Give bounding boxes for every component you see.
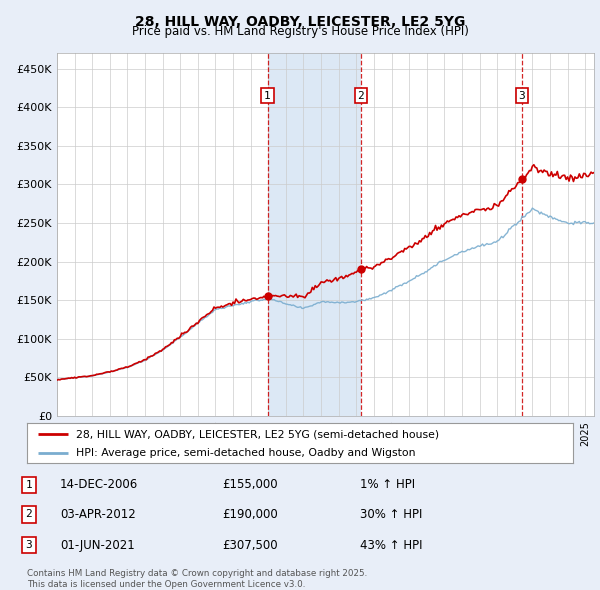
Text: £155,000: £155,000 [222, 478, 278, 491]
Text: 2: 2 [25, 510, 32, 519]
Text: 2: 2 [358, 90, 364, 100]
Text: Price paid vs. HM Land Registry's House Price Index (HPI): Price paid vs. HM Land Registry's House … [131, 25, 469, 38]
Text: 1% ↑ HPI: 1% ↑ HPI [360, 478, 415, 491]
Text: 1: 1 [264, 90, 271, 100]
Text: 3: 3 [518, 90, 526, 100]
Bar [268, 53, 361, 416]
Text: 01-JUN-2021: 01-JUN-2021 [60, 539, 135, 552]
Text: HPI: Average price, semi-detached house, Oadby and Wigston: HPI: Average price, semi-detached house,… [76, 448, 416, 458]
Text: 14-DEC-2006: 14-DEC-2006 [60, 478, 138, 491]
Text: 30% ↑ HPI: 30% ↑ HPI [360, 508, 422, 521]
Text: Contains HM Land Registry data © Crown copyright and database right 2025.
This d: Contains HM Land Registry data © Crown c… [27, 569, 367, 589]
Text: 3: 3 [25, 540, 32, 550]
Text: 28, HILL WAY, OADBY, LEICESTER, LE2 5YG: 28, HILL WAY, OADBY, LEICESTER, LE2 5YG [135, 15, 465, 29]
Text: £190,000: £190,000 [222, 508, 278, 521]
Text: 43% ↑ HPI: 43% ↑ HPI [360, 539, 422, 552]
Text: 03-APR-2012: 03-APR-2012 [60, 508, 136, 521]
Text: £307,500: £307,500 [222, 539, 278, 552]
Text: 1: 1 [25, 480, 32, 490]
Text: 28, HILL WAY, OADBY, LEICESTER, LE2 5YG (semi-detached house): 28, HILL WAY, OADBY, LEICESTER, LE2 5YG … [76, 430, 439, 440]
